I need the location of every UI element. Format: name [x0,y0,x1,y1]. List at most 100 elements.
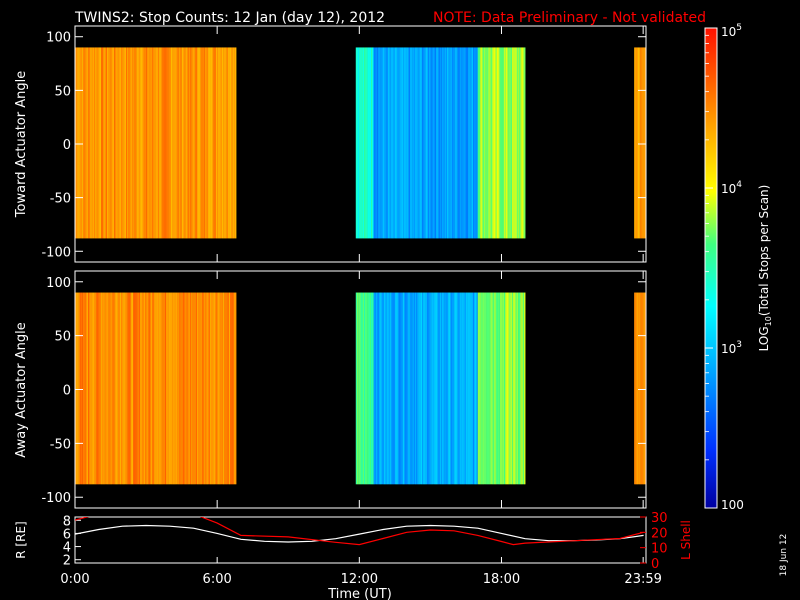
away-cell [141,292,143,485]
toward-cell [487,47,489,239]
away-cell [231,292,233,485]
away-cell [121,292,123,485]
away-cell [523,292,526,485]
toward-cell [371,47,373,239]
toward-cell [407,47,410,239]
away-cell [208,292,211,485]
toward-cell [444,47,447,239]
toward-cell [462,47,464,239]
away-cell [448,292,450,485]
toward-cell [483,47,486,239]
toward-cell [97,47,99,239]
toward-cell [416,47,418,239]
toward-cell [469,47,471,239]
toward-cell [467,47,469,239]
away-cell [474,292,476,485]
away-cell [165,292,167,485]
away-cell [183,292,186,485]
toward-cell [197,47,199,239]
away-cell [637,292,640,485]
toward-cell [159,47,161,239]
toward-cell [220,47,223,239]
away-cell [393,292,396,485]
toward-cell [361,47,364,239]
toward-cell [493,47,495,239]
toward-cell [397,47,399,239]
toward-cell [393,47,396,239]
toward-cell [355,47,358,239]
toward-cell [406,47,409,239]
toward-cell [457,47,460,239]
away-cell [413,292,416,485]
toward-cell [205,47,207,239]
away-cell [120,292,122,485]
toward-cell [516,47,519,239]
toward-cell [383,47,385,239]
toward-cell [636,47,638,239]
away-cell [500,292,502,485]
away-cell [435,292,437,485]
away-cell [131,292,134,485]
toward-cell [505,47,507,239]
toward-cell [449,47,451,239]
toward-cell [450,47,453,239]
lshell-line [75,517,644,546]
away-cell [86,292,89,485]
away-cell [468,292,470,485]
toward-cell [152,47,154,239]
toward-cell [413,47,416,239]
toward-cell [510,47,513,239]
toward-cell [188,47,191,239]
away-cell [372,292,374,485]
away-cell [418,292,421,485]
toward-cell [364,47,366,239]
away-cell [368,292,371,485]
toward-cell [229,47,231,239]
toward-cell [133,47,135,239]
toward-cell [642,47,644,239]
toward-cell [161,47,163,239]
toward-cell [431,47,434,239]
toward-cell [138,47,141,239]
toward-cell [130,47,133,239]
toward-cell [420,47,423,239]
toward-cell [634,47,636,239]
time-tick-label: 0:00 [60,572,89,587]
toward-cell [507,47,509,239]
away-cell [136,292,139,485]
date-stamp: 18 Jun 12 [779,534,789,577]
toward-cell [513,47,515,239]
toward-cell [374,47,377,239]
away-cell [75,292,77,485]
away-cell [197,292,199,485]
away-cell [116,292,118,485]
toward-cell [428,47,430,239]
toward-cell [366,47,368,239]
away-cell [221,292,224,485]
away-cell [516,292,519,485]
toward-cell [481,47,483,239]
toward-cell [521,47,524,239]
toward-cell [412,47,415,239]
away-cell [193,292,195,485]
orbit-axes-frame [74,516,647,564]
away-cell [367,292,370,485]
toward-cell [373,47,376,239]
preliminary-note: NOTE: Data Preliminary - Not validated [433,10,706,26]
away-cell [643,292,646,485]
away-cell [178,292,180,485]
away-cell [369,292,372,485]
away-cell [518,292,520,485]
away-cell [423,292,425,485]
away-cell [117,292,120,485]
away-cell [455,292,457,485]
away-cell [156,292,159,485]
away-cell [95,292,97,485]
toward-cell [114,47,116,239]
toward-cell [643,47,646,239]
away-cell [398,292,400,485]
away-cell [230,292,232,485]
toward-cell [226,47,229,239]
toward-cell [369,47,372,239]
away-cell [477,292,480,485]
